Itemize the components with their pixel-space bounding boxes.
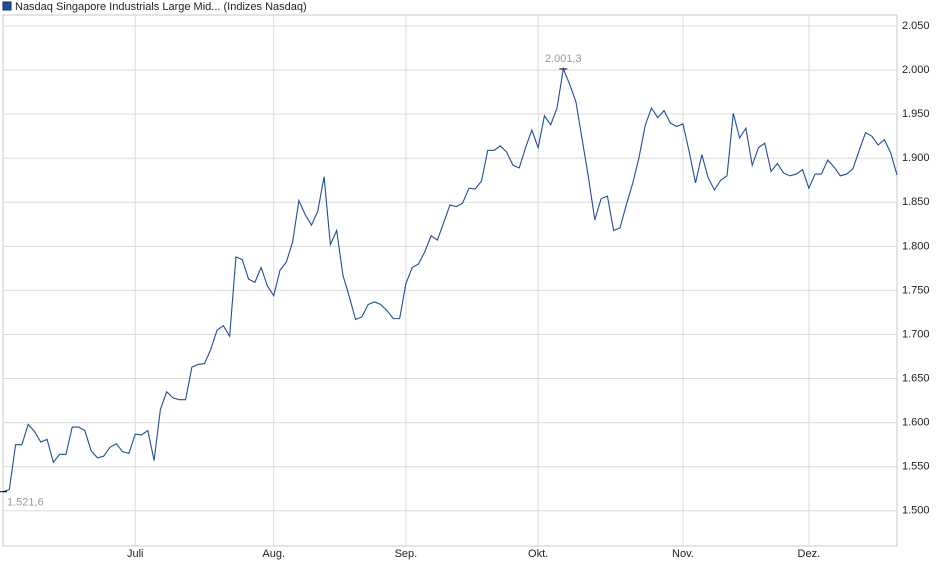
x-tick-label: Juli: [127, 548, 144, 560]
y-tick-label: 1.800: [902, 240, 930, 252]
x-tick-label: Okt.: [528, 548, 548, 560]
x-tick-label: Nov.: [672, 548, 694, 560]
line-series: [2, 66, 898, 493]
legend-label: Nasdaq Singapore Industrials Large Mid..…: [15, 1, 307, 13]
y-tick-label: 1.900: [902, 152, 930, 164]
plot-frame: [2, 14, 898, 547]
x-tick-label: Aug.: [262, 548, 285, 560]
y-tick-label: 1.750: [902, 284, 930, 296]
x-tick-label: Dez.: [798, 548, 821, 560]
y-tick-label: 1.950: [902, 108, 930, 120]
extreme-label: 1.521,6: [7, 497, 44, 509]
y-tick-label: 1.700: [902, 328, 930, 340]
extreme-label: 2.001,3: [545, 53, 582, 65]
y-tick-label: 1.650: [902, 372, 930, 384]
grid: [3, 15, 897, 546]
y-tick-label: 2.000: [902, 64, 930, 76]
y-tick-label: 2.050: [902, 20, 930, 32]
x-tick-label: Sep.: [395, 548, 418, 560]
y-tick-label: 1.600: [902, 417, 930, 429]
y-tick-label: 1.850: [902, 196, 930, 208]
y-tick-label: 1.500: [902, 505, 930, 517]
legend-swatch: [2, 1, 12, 11]
y-tick-label: 1.550: [902, 461, 930, 473]
